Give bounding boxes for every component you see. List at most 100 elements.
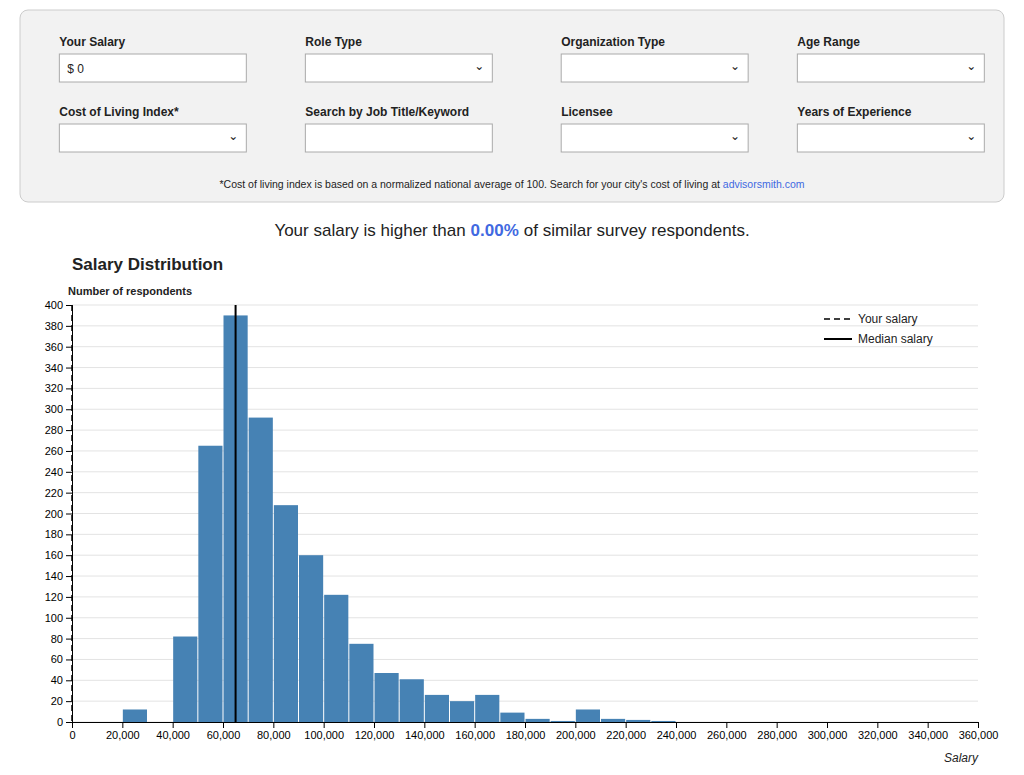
tick-mark <box>827 722 828 728</box>
bar <box>727 722 751 723</box>
form-dropdown-icon: ⌄ <box>966 59 976 73</box>
bar <box>752 722 776 723</box>
tick-mark <box>877 722 878 728</box>
bar <box>677 722 701 723</box>
bar <box>425 695 449 722</box>
bar <box>375 673 399 722</box>
bar <box>953 722 977 723</box>
legend: Your salary Median salary <box>824 312 933 346</box>
tick: 240 <box>45 466 72 478</box>
form-field <box>561 54 748 82</box>
tick: 80,000 <box>257 722 291 741</box>
axis-line <box>73 723 979 729</box>
tick-label: 360 <box>45 341 63 353</box>
tick-mark <box>66 701 72 702</box>
tick-label: 280,000 <box>757 729 797 741</box>
tick-label: 100 <box>45 612 63 624</box>
tick: 200,000 <box>556 722 596 741</box>
tick-label: 260 <box>45 445 63 457</box>
tick-label: 100,000 <box>304 729 344 741</box>
axis-line <box>66 306 73 723</box>
tick-mark <box>676 722 677 728</box>
tick: 400 <box>45 299 72 311</box>
tick: 160 <box>45 549 72 561</box>
bar <box>702 722 726 723</box>
tick-label: 260,000 <box>707 729 747 741</box>
tick-label: 160 <box>45 549 63 561</box>
tick-label: 340 <box>45 362 63 374</box>
tick-mark <box>475 722 476 728</box>
bar <box>777 722 801 723</box>
form-dropdown-icon: ⌄ <box>228 129 238 143</box>
form-field-value: $ 0 <box>67 62 84 76</box>
reference-lines <box>72 305 236 722</box>
grid-line <box>72 346 978 347</box>
tick: 300,000 <box>808 722 848 741</box>
tick-mark <box>324 722 325 728</box>
bar <box>651 721 675 722</box>
grid-line <box>72 305 978 306</box>
form-label: Age Range <box>797 35 860 49</box>
tick: 220,000 <box>606 722 646 741</box>
tick-mark <box>525 722 526 728</box>
bar <box>601 719 625 722</box>
tick-label: 40,000 <box>156 729 190 741</box>
bar <box>249 418 273 722</box>
bar <box>73 722 97 723</box>
tick-label: 280 <box>45 424 63 436</box>
subtitle-part: Your salary is higher than <box>274 221 465 240</box>
form-label: Licensee <box>561 105 613 119</box>
subtitle: Your salary is higher than0.00%of simila… <box>274 221 749 240</box>
tick-mark <box>66 680 72 681</box>
legend-swatch <box>824 318 852 320</box>
bar <box>626 720 650 722</box>
bar <box>878 722 902 723</box>
bar <box>928 722 952 723</box>
tick-mark <box>66 305 72 306</box>
tick-mark <box>66 409 72 410</box>
tick-mark <box>66 326 72 327</box>
tick-label: 0 <box>69 729 75 741</box>
grid-line <box>72 325 978 326</box>
tick: 220 <box>45 487 72 499</box>
tick: 80 <box>51 633 72 645</box>
tick-label: 180 <box>45 528 63 540</box>
tick: 260,000 <box>707 722 747 741</box>
form-label: Your Salary <box>59 35 125 49</box>
form-background <box>20 10 1004 202</box>
grid-line <box>72 430 978 431</box>
tick-mark <box>374 722 375 728</box>
tick-mark <box>66 597 72 598</box>
tick: 60 <box>51 653 72 665</box>
chart: Your Salary$ 0Role Type⌄Organization Typ… <box>0 0 1024 775</box>
form-field <box>59 124 246 152</box>
bar <box>324 595 348 722</box>
form-field <box>797 54 984 82</box>
tick-mark <box>66 347 72 348</box>
tick: 180,000 <box>506 722 546 741</box>
tick-mark <box>273 722 274 728</box>
tick-mark <box>66 451 72 452</box>
tick-label: 380 <box>45 320 63 332</box>
tick-mark <box>66 618 72 619</box>
form-field <box>59 54 246 82</box>
tick: 0 <box>69 722 75 741</box>
tick-mark <box>66 555 72 556</box>
form-field <box>797 124 984 152</box>
bar <box>551 721 575 722</box>
tick: 340,000 <box>908 722 948 741</box>
form-label: Organization Type <box>561 35 665 49</box>
tick: 60,000 <box>207 722 241 741</box>
form-label: Cost of Living Index* <box>59 105 179 119</box>
form-dropdown-icon: ⌄ <box>474 59 484 73</box>
legend-label: Median salary <box>858 332 933 346</box>
tick-mark <box>575 722 576 728</box>
tick: 40 <box>51 674 72 686</box>
form-field <box>561 124 748 152</box>
tick-mark <box>626 722 627 728</box>
bar <box>274 505 298 722</box>
form-field <box>305 54 492 82</box>
legend-label: Your salary <box>858 312 918 326</box>
tick-mark <box>424 722 425 728</box>
tick: 260 <box>45 445 72 457</box>
